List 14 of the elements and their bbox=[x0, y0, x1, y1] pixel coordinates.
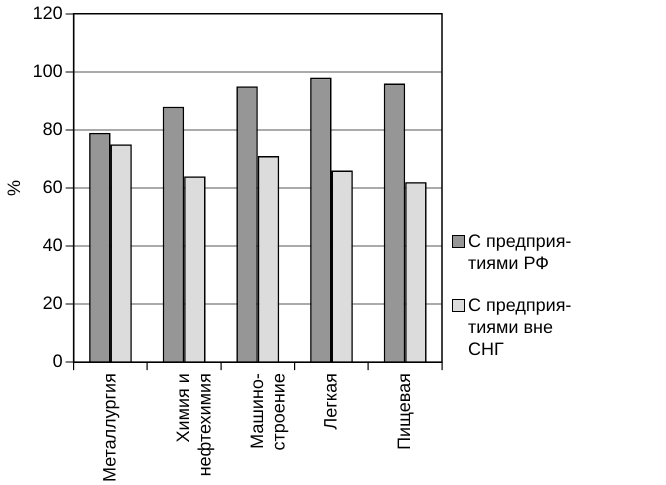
x-tick-label: Пищевая bbox=[394, 373, 414, 450]
legend-label: С предприя- тиями РФ bbox=[468, 230, 572, 274]
legend-label: С предприя- тиями вне СНГ bbox=[468, 294, 572, 360]
y-tick-label: 100 bbox=[32, 60, 63, 81]
x-tick-label: Химия и нефтехимия bbox=[173, 373, 215, 476]
y-tick-label: 80 bbox=[42, 118, 63, 139]
y-tick-label: 60 bbox=[42, 176, 63, 197]
y-tick-label: 20 bbox=[42, 293, 63, 314]
y-axis-title: % bbox=[4, 180, 24, 196]
x-tick-label: Легкая bbox=[320, 373, 340, 430]
y-tick-label: 120 bbox=[32, 2, 63, 23]
x-tick-label: Металлургия bbox=[99, 373, 120, 482]
y-tick-label: 0 bbox=[52, 351, 63, 372]
y-tick-label: 40 bbox=[42, 235, 63, 256]
